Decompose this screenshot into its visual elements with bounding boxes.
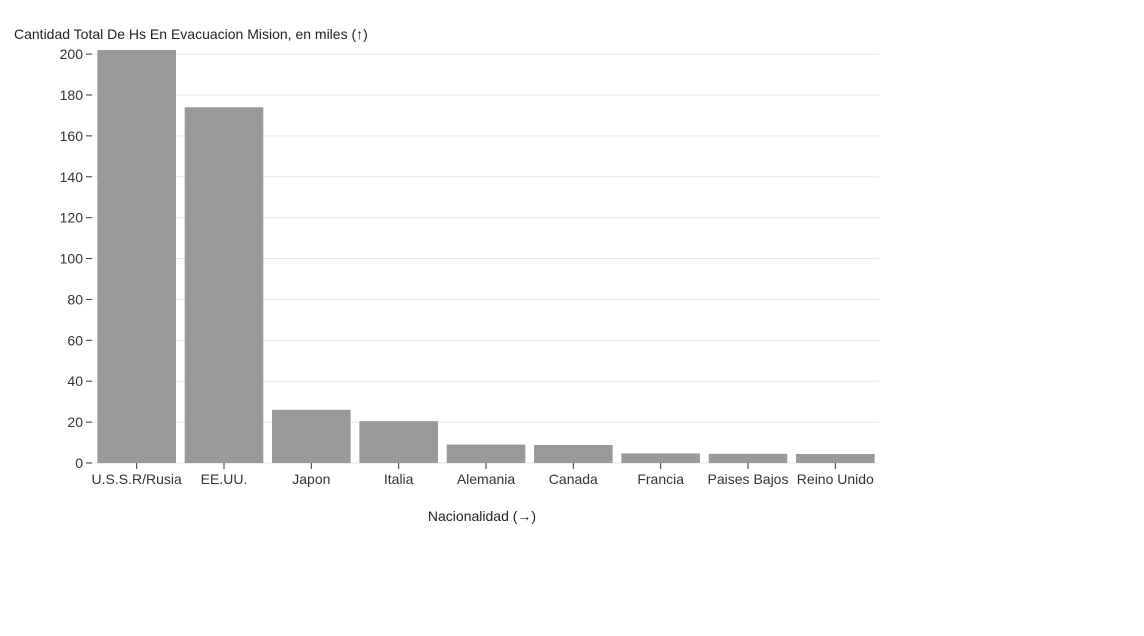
x-tick-label-japon: Japon [292, 471, 330, 487]
x-tick-label-reino-unido: Reino Unido [797, 471, 874, 487]
bar-japon [272, 409, 351, 463]
bar-canada [534, 445, 613, 463]
y-tick-label-40: 40 [67, 373, 83, 389]
x-tick-label-italia: Italia [384, 471, 414, 487]
x-tick-label-canada: Canada [549, 471, 598, 487]
bar-ee-uu [184, 107, 264, 463]
y-axis: 0 20 40 60 80 100 120 140 160 180 200 [60, 46, 92, 471]
y-axis-title: Cantidad Total De Hs En Evacuacion Misio… [14, 26, 368, 42]
bar-alemania [446, 444, 526, 463]
x-tick-label-u-s-s-r-rusia: U.S.S.R/Rusia [92, 471, 182, 487]
x-tick-label-alemania: Alemania [457, 471, 516, 487]
y-tick-label-160: 160 [60, 128, 84, 144]
y-tick-label-20: 20 [67, 414, 83, 430]
y-tick-label-0: 0 [75, 455, 83, 471]
x-tick-label-ee-uu: EE.UU. [201, 471, 248, 487]
y-tick-label-200: 200 [60, 46, 84, 62]
bar-reino-unido [796, 454, 875, 463]
bar-italia [359, 421, 438, 463]
bar-francia [621, 453, 700, 463]
x-tick-label-paises-bajos: Paises Bajos [708, 471, 789, 487]
bar-paises-bajos [708, 453, 788, 463]
y-tick-label-180: 180 [60, 87, 84, 103]
bars [97, 50, 875, 463]
y-tick-label-80: 80 [67, 291, 83, 307]
x-axis: U.S.S.R/Rusia EE.UU. Japon Italia Alemania Ca… [92, 463, 874, 487]
y-tick-label-100: 100 [60, 251, 84, 267]
x-tick-label-francia: Francia [637, 471, 684, 487]
x-axis-title: Nacionalidad (→) [428, 508, 536, 524]
y-tick-label-140: 140 [60, 169, 84, 185]
bar-u-s-s-r-rusia [97, 50, 176, 463]
y-tick-label-60: 60 [67, 332, 83, 348]
y-tick-label-120: 120 [60, 210, 84, 226]
